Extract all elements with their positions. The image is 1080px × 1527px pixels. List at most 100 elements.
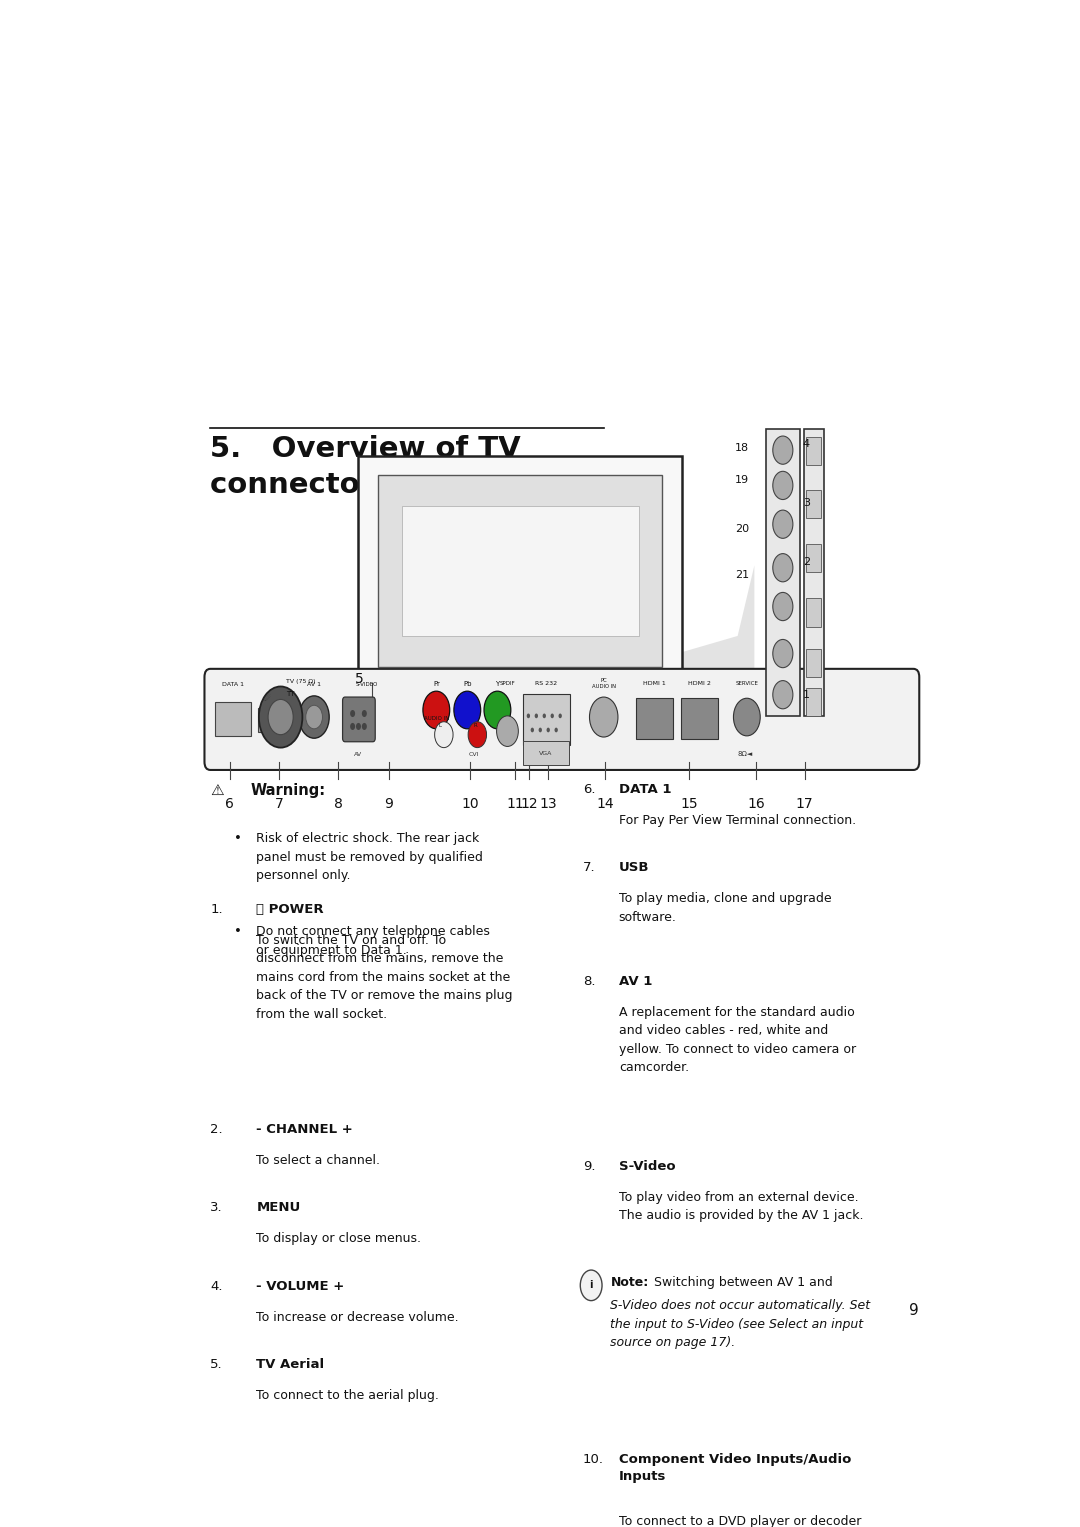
Text: VGA: VGA [539,751,553,756]
Circle shape [554,728,558,733]
Circle shape [558,713,562,718]
Circle shape [539,728,542,733]
Text: 19: 19 [735,475,750,484]
Text: 1.: 1. [211,902,222,916]
Text: ⏻ POWER: ⏻ POWER [256,902,324,916]
Text: - CHANNEL +: - CHANNEL + [256,1124,353,1136]
Circle shape [434,722,454,748]
Circle shape [350,722,355,730]
Text: 9: 9 [908,1303,918,1318]
Circle shape [551,713,554,718]
Text: ☄: ☄ [264,693,271,702]
FancyBboxPatch shape [359,457,681,687]
Text: 8Ω◄: 8Ω◄ [738,751,753,757]
Text: RS 232: RS 232 [535,681,557,686]
Text: 20: 20 [735,524,750,534]
Circle shape [468,722,486,748]
Text: Warning:: Warning: [251,783,326,799]
FancyBboxPatch shape [807,437,822,466]
Text: 16: 16 [747,797,765,811]
Polygon shape [536,565,754,695]
FancyBboxPatch shape [807,599,822,626]
Text: 14: 14 [596,797,615,811]
Text: DATA 1: DATA 1 [221,681,244,687]
Text: 6: 6 [225,797,234,811]
Text: 9.: 9. [583,1161,595,1173]
Circle shape [454,692,481,728]
Text: For Pay Per View Terminal connection.: For Pay Per View Terminal connection. [619,814,856,826]
Circle shape [299,696,329,738]
Circle shape [546,728,550,733]
Circle shape [542,713,546,718]
Circle shape [268,699,293,734]
FancyBboxPatch shape [204,669,919,770]
FancyBboxPatch shape [807,649,822,676]
FancyBboxPatch shape [523,693,570,745]
Text: TV (75 Ω): TV (75 Ω) [286,680,316,684]
Circle shape [773,592,793,620]
Text: A replacement for the standard audio
and video cables - red, white and
yellow. T: A replacement for the standard audio and… [619,1006,856,1075]
Text: Pr: Pr [433,681,440,687]
Circle shape [362,710,367,718]
Text: Note:: Note: [610,1277,649,1289]
Text: 15: 15 [680,797,698,811]
Circle shape [773,437,793,464]
Text: 12: 12 [521,797,538,811]
Circle shape [423,692,449,728]
Text: S-VIDEO: S-VIDEO [355,681,378,687]
Text: - VOLUME +: - VOLUME + [256,1280,345,1293]
Text: To connect to a DVD player or decoder
which have the same connectors.: To connect to a DVD player or decoder wh… [619,1515,861,1527]
FancyBboxPatch shape [215,702,252,736]
Circle shape [535,713,538,718]
Text: To switch the TV on and off. To
disconnect from the mains, remove the
mains cord: To switch the TV on and off. To disconne… [256,935,513,1020]
Text: MENU: MENU [256,1202,300,1214]
Text: L: L [438,722,441,728]
Circle shape [530,728,534,733]
Text: To display or close menus.: To display or close menus. [256,1232,421,1246]
Circle shape [527,713,530,718]
Text: 2: 2 [802,557,810,567]
Text: 4: 4 [802,440,810,449]
Text: 2.: 2. [211,1124,222,1136]
Text: AV 1: AV 1 [307,681,321,687]
FancyBboxPatch shape [807,687,822,716]
Text: 9: 9 [384,797,393,811]
FancyBboxPatch shape [807,490,822,518]
FancyBboxPatch shape [636,698,673,739]
Circle shape [733,698,760,736]
Text: To select a channel.: To select a channel. [256,1154,380,1167]
Text: Component Video Inputs/Audio
Inputs: Component Video Inputs/Audio Inputs [619,1454,851,1483]
Text: 11: 11 [507,797,524,811]
Text: USB: USB [619,861,649,873]
Text: Risk of electric shock. The rear jack
panel must be removed by qualified
personn: Risk of electric shock. The rear jack pa… [256,832,483,883]
Text: S-Video does not occur automatically. Set
the input to S-Video (see Select an in: S-Video does not occur automatically. Se… [610,1299,870,1350]
Text: ΤΤ: ΤΤ [286,692,295,698]
Text: 1: 1 [802,690,810,699]
FancyBboxPatch shape [766,429,799,716]
Text: To connect to the aerial plug.: To connect to the aerial plug. [256,1390,440,1402]
Text: 8.: 8. [583,974,595,988]
FancyBboxPatch shape [402,505,638,637]
FancyBboxPatch shape [258,707,278,733]
FancyBboxPatch shape [804,429,824,716]
Text: 4.: 4. [211,1280,222,1293]
Circle shape [773,510,793,539]
Text: 6.: 6. [583,783,595,796]
Text: 3: 3 [802,498,810,508]
Text: HDMI 1: HDMI 1 [644,681,666,686]
Circle shape [773,554,793,582]
Text: 5: 5 [354,672,364,686]
Text: •: • [233,832,242,846]
FancyBboxPatch shape [524,741,569,765]
Text: 7: 7 [274,797,283,811]
Text: AUDIO IN: AUDIO IN [423,716,449,721]
Circle shape [362,722,367,730]
Circle shape [259,687,302,748]
FancyBboxPatch shape [378,475,662,667]
Circle shape [356,722,361,730]
Text: SERVICE: SERVICE [735,681,758,686]
Text: 10: 10 [461,797,478,811]
Text: 10.: 10. [583,1454,604,1466]
Text: 5.   Overview of TV
connectors and controls: 5. Overview of TV connectors and control… [211,435,607,498]
Text: SPDIF: SPDIF [500,681,515,686]
